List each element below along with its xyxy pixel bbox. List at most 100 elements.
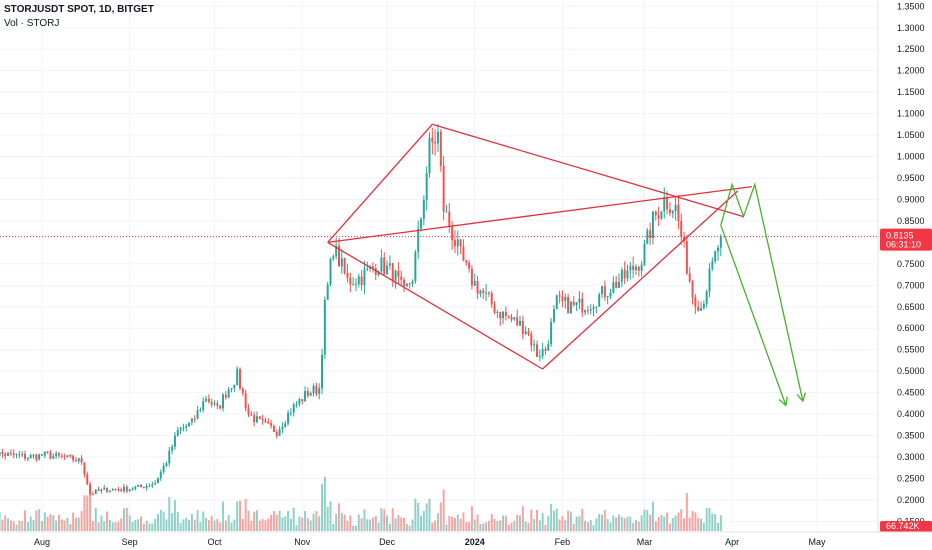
- candle-body: [193, 418, 196, 420]
- candle-body: [360, 276, 363, 286]
- candle-body: [476, 280, 479, 294]
- volume-bar: [601, 514, 604, 531]
- candle-body: [49, 452, 52, 459]
- y-tick-label: 0.4500: [897, 388, 925, 398]
- volume-bar: [468, 521, 471, 531]
- volume-bar: [431, 522, 434, 531]
- volume-bar: [354, 525, 357, 531]
- candle-body: [524, 331, 527, 334]
- volume-bar: [219, 522, 222, 531]
- candle-body: [304, 391, 307, 402]
- volume-bar: [439, 502, 442, 531]
- candle-body: [179, 428, 182, 431]
- candle-body: [123, 486, 126, 491]
- volume-bar: [270, 514, 273, 531]
- volume-bar: [179, 522, 182, 531]
- projection-path: [720, 224, 787, 406]
- candle-body: [185, 426, 188, 428]
- volume-bar: [83, 495, 86, 531]
- volume-bar: [623, 517, 626, 531]
- candle-body: [598, 294, 601, 307]
- volume-bar: [702, 522, 705, 531]
- volume-bars: [0, 476, 722, 531]
- volume-bar: [244, 498, 247, 531]
- candle-body: [236, 369, 239, 385]
- volume-bar: [69, 524, 72, 531]
- countdown-timer: 06:31:10: [886, 240, 921, 250]
- candle-body: [569, 301, 572, 314]
- volume-bar: [329, 501, 332, 531]
- volume-bar: [411, 519, 414, 531]
- volume-bar: [677, 512, 680, 531]
- volume-bar: [521, 506, 524, 531]
- candle-body: [397, 270, 400, 277]
- candle-body: [106, 487, 109, 492]
- projection-path: [720, 182, 804, 402]
- candle-body: [383, 257, 386, 275]
- volume-bar: [448, 515, 451, 531]
- candle-body: [654, 211, 657, 216]
- candle-body: [550, 321, 553, 345]
- candle-body: [533, 344, 536, 346]
- volume-bar: [151, 523, 154, 531]
- volume-bar: [205, 517, 208, 531]
- y-tick-label: 0.5000: [897, 366, 925, 376]
- volume-bar: [654, 521, 657, 531]
- volume-bar: [510, 522, 513, 531]
- candle-body: [516, 317, 519, 326]
- candle-body: [337, 245, 340, 267]
- volume-bar: [131, 522, 134, 531]
- candle-body: [405, 283, 408, 286]
- candle-body: [7, 452, 10, 456]
- candle-body: [462, 246, 465, 261]
- volume-bar: [694, 512, 697, 531]
- candle-body: [366, 268, 369, 270]
- candle-body: [281, 426, 284, 430]
- candle-body: [584, 310, 587, 313]
- volume-bar: [634, 520, 637, 531]
- volume-bar: [612, 515, 615, 531]
- volume-bar: [719, 515, 722, 531]
- candle-body: [272, 425, 275, 432]
- candle-body: [711, 261, 714, 269]
- candle-body: [213, 403, 216, 405]
- candle-body: [558, 295, 561, 297]
- volume-bar: [533, 518, 536, 531]
- candle-body: [210, 402, 213, 405]
- candle-body: [561, 296, 564, 301]
- projection-arrowhead: [796, 392, 806, 403]
- volume-bar: [315, 511, 318, 531]
- time-axis[interactable]: Aug Sep Oct Nov Dec 2024 Feb Mar Apr May: [0, 531, 932, 547]
- candle-body: [535, 344, 538, 357]
- volume-bar: [569, 511, 572, 531]
- candle-body: [414, 252, 417, 282]
- volume-bar: [162, 511, 165, 531]
- candle-body: [459, 239, 462, 247]
- candle-body: [289, 412, 292, 414]
- volume-bar: [663, 516, 666, 531]
- candle-body: [69, 455, 72, 457]
- volume-bar: [386, 515, 389, 531]
- volume-bar: [394, 518, 397, 531]
- candle-body: [541, 348, 544, 357]
- candle-body: [52, 456, 55, 459]
- volume-bar: [272, 510, 275, 531]
- volume-bar: [629, 516, 632, 531]
- candle-body: [41, 454, 43, 456]
- volume-bar: [524, 521, 527, 531]
- price-axis[interactable]: 1.3500 1.3000 1.2500 1.2000 1.1500 1.1000 1.05…: [877, 0, 932, 532]
- candle-body: [567, 296, 570, 314]
- volume-bar: [199, 522, 202, 531]
- candle-body: [431, 137, 434, 143]
- candle-body: [21, 453, 24, 456]
- volume-bar: [555, 508, 558, 531]
- volume-bar: [660, 515, 663, 531]
- candle-body: [470, 268, 473, 286]
- volume-bar: [688, 517, 691, 531]
- volume-bar: [57, 514, 60, 531]
- volume-bar: [442, 489, 445, 531]
- candle-body: [97, 489, 100, 492]
- chart-grid: [0, 0, 878, 532]
- candle-body: [264, 420, 267, 422]
